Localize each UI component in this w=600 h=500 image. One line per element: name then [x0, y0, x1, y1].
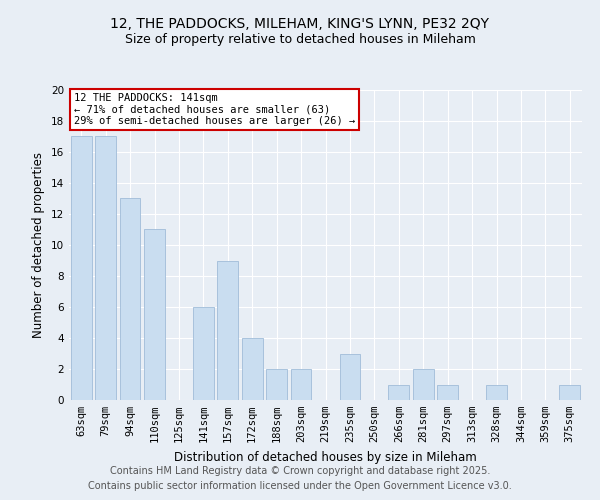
- Bar: [559, 384, 580, 400]
- Bar: [144, 230, 165, 400]
- Text: Contains public sector information licensed under the Open Government Licence v3: Contains public sector information licen…: [88, 481, 512, 491]
- Text: 12, THE PADDOCKS, MILEHAM, KING'S LYNN, PE32 2QY: 12, THE PADDOCKS, MILEHAM, KING'S LYNN, …: [110, 18, 490, 32]
- Bar: [437, 384, 458, 400]
- Bar: [119, 198, 140, 400]
- X-axis label: Distribution of detached houses by size in Mileham: Distribution of detached houses by size …: [174, 450, 477, 464]
- Bar: [71, 136, 92, 400]
- Bar: [486, 384, 507, 400]
- Text: Size of property relative to detached houses in Mileham: Size of property relative to detached ho…: [125, 32, 475, 46]
- Bar: [242, 338, 263, 400]
- Bar: [193, 307, 214, 400]
- Bar: [266, 369, 287, 400]
- Bar: [413, 369, 434, 400]
- Bar: [340, 354, 361, 400]
- Bar: [95, 136, 116, 400]
- Text: Contains HM Land Registry data © Crown copyright and database right 2025.: Contains HM Land Registry data © Crown c…: [110, 466, 490, 476]
- Bar: [217, 260, 238, 400]
- Bar: [290, 369, 311, 400]
- Bar: [388, 384, 409, 400]
- Text: 12 THE PADDOCKS: 141sqm
← 71% of detached houses are smaller (63)
29% of semi-de: 12 THE PADDOCKS: 141sqm ← 71% of detache…: [74, 93, 355, 126]
- Y-axis label: Number of detached properties: Number of detached properties: [32, 152, 46, 338]
